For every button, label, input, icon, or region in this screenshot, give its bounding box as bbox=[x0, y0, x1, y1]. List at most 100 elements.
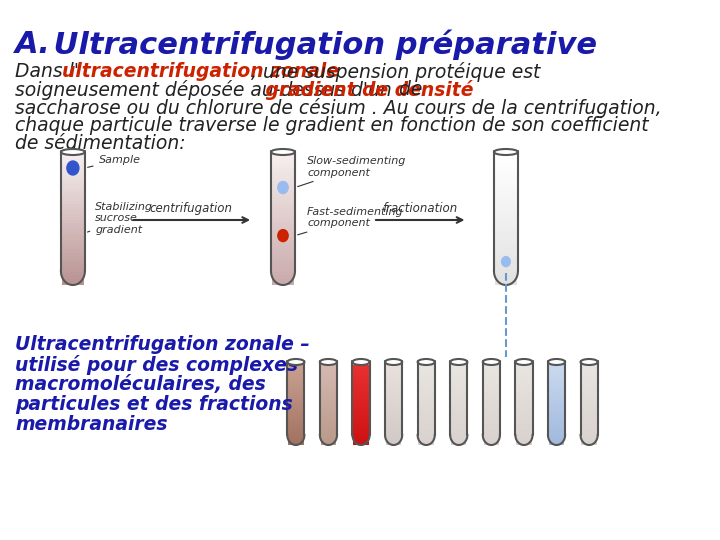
Bar bbox=[272, 279, 294, 282]
Bar bbox=[288, 415, 304, 417]
Bar bbox=[549, 395, 564, 397]
Bar bbox=[495, 282, 517, 285]
Bar bbox=[418, 443, 434, 445]
Bar bbox=[272, 282, 294, 285]
Bar bbox=[451, 439, 467, 441]
Bar bbox=[549, 397, 564, 399]
Bar bbox=[386, 381, 401, 383]
Bar bbox=[354, 381, 369, 383]
Bar bbox=[549, 389, 564, 391]
Bar bbox=[484, 383, 499, 385]
Circle shape bbox=[67, 161, 79, 175]
Bar bbox=[386, 371, 401, 373]
Bar bbox=[288, 367, 304, 369]
Bar bbox=[582, 393, 597, 395]
Bar bbox=[516, 399, 531, 401]
Bar bbox=[320, 387, 336, 389]
Bar bbox=[549, 385, 564, 387]
Bar bbox=[288, 375, 304, 377]
Bar bbox=[451, 391, 467, 393]
Bar bbox=[320, 389, 336, 391]
Circle shape bbox=[278, 181, 288, 193]
Bar bbox=[288, 407, 304, 409]
Bar bbox=[418, 417, 434, 419]
Bar bbox=[354, 413, 369, 415]
Bar bbox=[386, 389, 401, 391]
Bar bbox=[62, 237, 84, 240]
Bar bbox=[549, 411, 564, 413]
Bar bbox=[495, 237, 517, 240]
Bar bbox=[272, 230, 294, 233]
Bar bbox=[516, 425, 531, 427]
Bar bbox=[386, 369, 401, 371]
Bar bbox=[516, 441, 531, 443]
Bar bbox=[386, 419, 401, 421]
Bar bbox=[582, 431, 597, 433]
Bar bbox=[484, 397, 499, 399]
Bar bbox=[418, 431, 434, 433]
Bar bbox=[418, 381, 434, 383]
Bar bbox=[62, 155, 84, 158]
Bar bbox=[582, 429, 597, 431]
Bar bbox=[484, 435, 499, 437]
Bar bbox=[386, 391, 401, 393]
Bar bbox=[516, 427, 531, 429]
Bar bbox=[288, 437, 304, 439]
Bar bbox=[354, 403, 369, 405]
Bar bbox=[272, 259, 294, 262]
Bar bbox=[516, 437, 531, 439]
Bar bbox=[484, 439, 499, 441]
Bar bbox=[272, 262, 294, 266]
Bar bbox=[288, 383, 304, 385]
Bar bbox=[272, 256, 294, 259]
Bar bbox=[549, 421, 564, 423]
Bar bbox=[484, 403, 499, 405]
Bar bbox=[418, 383, 434, 385]
Bar bbox=[451, 395, 467, 397]
Bar bbox=[386, 403, 401, 405]
Bar bbox=[386, 431, 401, 433]
Bar bbox=[495, 220, 517, 223]
Bar bbox=[516, 421, 531, 423]
Bar bbox=[354, 431, 369, 433]
Bar bbox=[386, 409, 401, 411]
Bar bbox=[495, 246, 517, 249]
Bar bbox=[272, 200, 294, 204]
Text: soigneusement déposée au-dessus d'un: soigneusement déposée au-dessus d'un bbox=[15, 80, 392, 100]
Bar bbox=[516, 431, 531, 433]
Text: membranaires: membranaires bbox=[15, 415, 168, 434]
Bar bbox=[495, 253, 517, 256]
Bar bbox=[320, 399, 336, 401]
Bar bbox=[354, 395, 369, 397]
Bar bbox=[418, 411, 434, 413]
Circle shape bbox=[502, 256, 510, 267]
Bar bbox=[451, 407, 467, 409]
Bar bbox=[62, 174, 84, 178]
Bar bbox=[272, 233, 294, 237]
Bar bbox=[62, 178, 84, 181]
Bar bbox=[451, 429, 467, 431]
Ellipse shape bbox=[516, 359, 533, 365]
Bar bbox=[418, 371, 434, 373]
Bar bbox=[484, 367, 499, 369]
Bar bbox=[495, 204, 517, 207]
Bar bbox=[582, 439, 597, 441]
Bar bbox=[516, 397, 531, 399]
Bar bbox=[451, 437, 467, 439]
Bar bbox=[320, 371, 336, 373]
Bar bbox=[320, 367, 336, 369]
Bar bbox=[62, 210, 84, 213]
Bar bbox=[386, 425, 401, 427]
Bar bbox=[386, 397, 401, 399]
Ellipse shape bbox=[450, 359, 467, 365]
Bar bbox=[62, 269, 84, 272]
Bar bbox=[418, 441, 434, 443]
Bar bbox=[62, 226, 84, 230]
Bar bbox=[418, 401, 434, 403]
Bar bbox=[484, 427, 499, 429]
Bar bbox=[582, 409, 597, 411]
Bar bbox=[516, 429, 531, 431]
Bar bbox=[549, 433, 564, 435]
Bar bbox=[582, 379, 597, 381]
Bar bbox=[451, 365, 467, 367]
